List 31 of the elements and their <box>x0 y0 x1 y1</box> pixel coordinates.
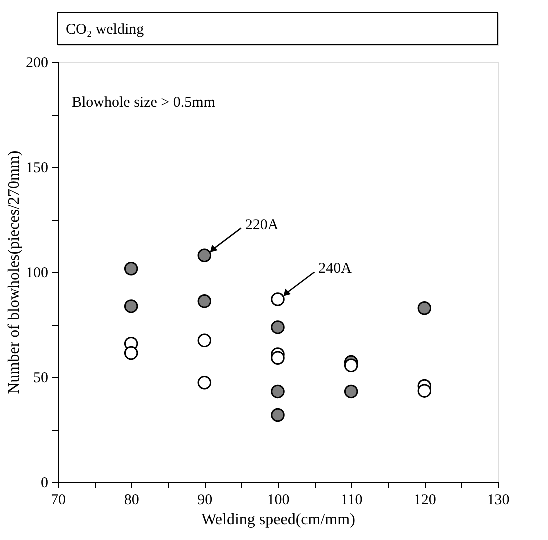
x-tick-label: 120 <box>414 492 436 508</box>
point <box>418 301 432 316</box>
y-tick-label: 50 <box>34 370 48 386</box>
x-tick-label: 110 <box>340 492 363 508</box>
point <box>418 384 432 398</box>
x-tick-label: 90 <box>198 492 213 508</box>
y-tick-label: 200 <box>26 56 48 72</box>
point <box>198 294 212 308</box>
point <box>271 351 285 365</box>
point <box>344 384 358 399</box>
text: 240A <box>318 261 352 278</box>
point <box>124 300 138 314</box>
point <box>344 358 358 373</box>
annotation: Blowhole size > 0.5mm <box>72 95 216 111</box>
point <box>198 248 212 262</box>
point <box>271 408 285 422</box>
x-tick-label: 70 <box>51 492 66 508</box>
point <box>124 262 138 276</box>
x-tick-label: 100 <box>267 492 290 508</box>
text: 220A <box>245 217 279 234</box>
point <box>271 320 285 334</box>
y-tick-label: 150 <box>26 160 48 176</box>
x-tick-label: 130 <box>487 492 510 508</box>
y-tick-label: 0 <box>41 476 48 492</box>
x-tick-label: 80 <box>124 492 140 508</box>
chart-title: CO₂ welding <box>66 22 145 38</box>
x-axis-title: Welding speed(cm/mm) <box>202 512 356 528</box>
point <box>124 346 138 360</box>
point <box>271 384 285 399</box>
y-axis-title: Number of blowholes(pieces/270mm) <box>6 150 23 394</box>
y-tick-label: 100 <box>26 266 48 282</box>
